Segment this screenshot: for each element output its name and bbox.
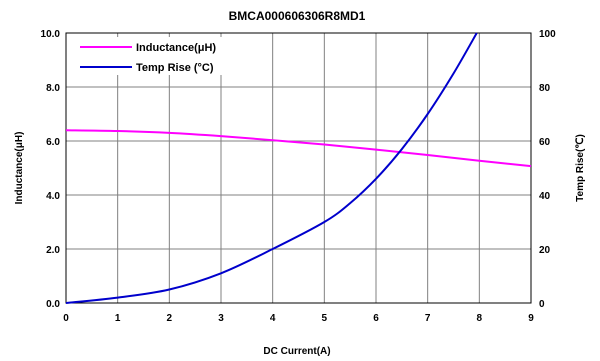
x-tick-label: 7 xyxy=(425,313,431,324)
y-right-tick-label: 0 xyxy=(539,299,545,310)
x-tick-label: 1 xyxy=(115,313,121,324)
plot-border xyxy=(65,32,532,304)
y-left-axis-ticks: 0.0 2.0 4.0 6.0 8.0 10.0 xyxy=(41,29,61,310)
legend-label: Temp Rise (°C) xyxy=(136,62,214,74)
y-right-tick-label: 40 xyxy=(539,191,551,202)
x-tick-label: 3 xyxy=(218,313,224,324)
x-tick-label: 2 xyxy=(167,313,173,324)
x-axis-ticks: 0 1 2 3 4 5 6 7 8 9 xyxy=(63,313,534,324)
x-tick-label: 6 xyxy=(373,313,379,324)
x-tick-label: 4 xyxy=(270,313,276,324)
legend-label: Inductance(μH) xyxy=(136,42,216,54)
y-left-axis-label: Inductance(μH) xyxy=(14,132,25,205)
y-right-tick-label: 80 xyxy=(539,83,551,94)
x-tick-label: 8 xyxy=(477,313,483,324)
x-tick-label: 0 xyxy=(63,313,69,324)
y-right-axis-ticks: 0 20 40 60 80 100 xyxy=(539,29,556,310)
x-axis-label: DC Current(A) xyxy=(263,346,330,357)
x-tick-label: 5 xyxy=(322,313,328,324)
y-left-tick-label: 10.0 xyxy=(41,29,61,40)
legend: Inductance(μH) Temp Rise (°C) xyxy=(80,42,216,74)
plot-area xyxy=(66,33,531,303)
y-left-tick-label: 6.0 xyxy=(46,137,60,148)
y-right-tick-label: 100 xyxy=(539,29,556,40)
inductance-line xyxy=(65,129,532,168)
x-tick-label: 9 xyxy=(528,313,534,324)
series-layer xyxy=(65,32,532,304)
y-right-tick-label: 60 xyxy=(539,137,551,148)
y-left-tick-label: 4.0 xyxy=(46,191,60,202)
y-right-axis-label: Temp Rise(℃) xyxy=(575,134,586,202)
legend-box xyxy=(72,37,240,75)
y-left-tick-label: 0.0 xyxy=(46,299,60,310)
y-left-tick-label: 8.0 xyxy=(46,83,60,94)
y-right-tick-label: 20 xyxy=(539,245,551,256)
chart-title: BMCA000606306R8MD1 xyxy=(229,9,366,23)
grid xyxy=(66,33,531,303)
y-left-tick-label: 2.0 xyxy=(46,245,60,256)
temp-rise-line xyxy=(65,32,478,304)
